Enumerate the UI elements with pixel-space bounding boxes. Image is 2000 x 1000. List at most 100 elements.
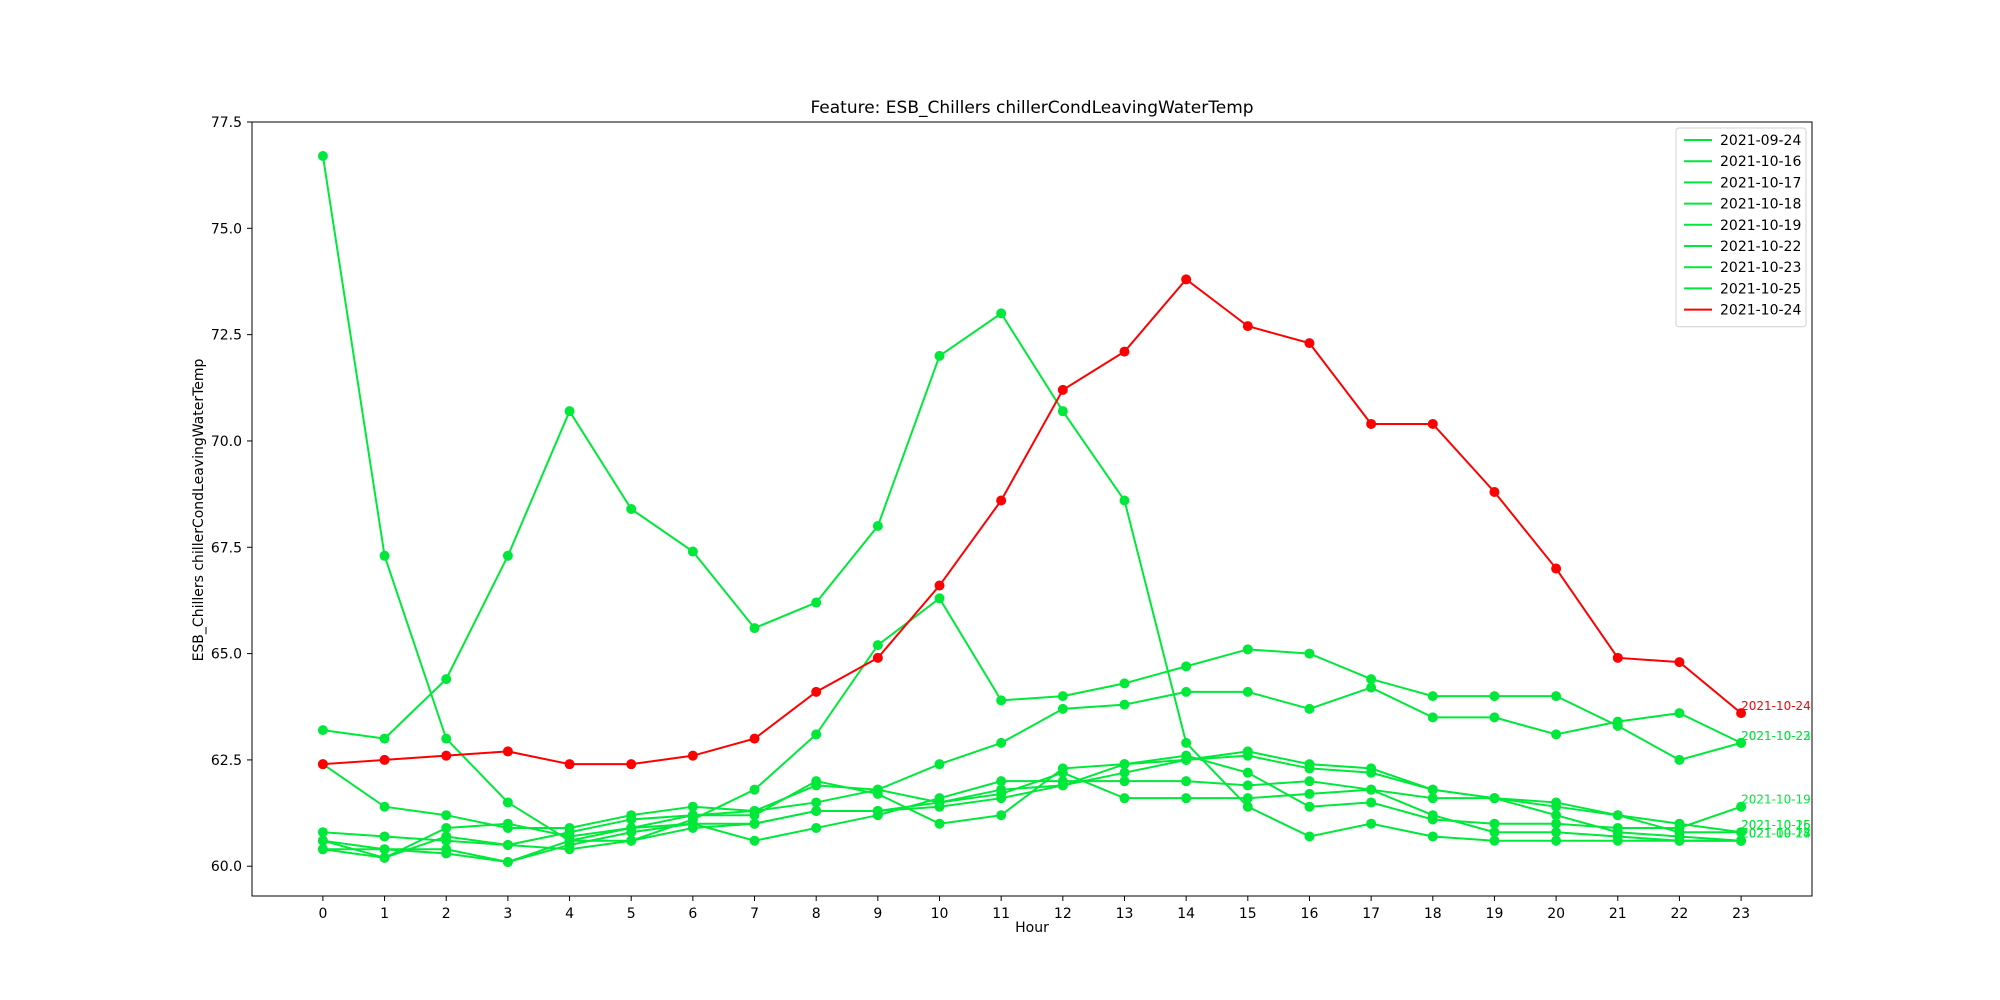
data-point [441,822,452,833]
x-axis-label: Hour [1015,920,1049,936]
data-point [934,797,945,808]
data-point [1489,486,1500,497]
y-tick-label: 70.0 [211,434,242,450]
data-point [1551,835,1562,846]
data-point [379,852,390,863]
series-end-label: 2021-10-24 [1741,699,1811,713]
data-point [441,733,452,744]
data-point [502,746,513,757]
y-tick-label: 60.0 [211,859,242,875]
legend-item: 2021-10-25 [1684,281,1801,297]
data-point [749,818,760,829]
x-tick-label: 5 [627,906,636,922]
data-point [996,495,1007,506]
x-tick-label: 14 [1177,906,1195,922]
data-point [379,733,390,744]
x-tick-label: 20 [1547,906,1565,922]
data-point [687,810,698,821]
data-point [1489,793,1500,804]
data-point [1736,801,1747,812]
data-point [1674,708,1685,719]
data-point [1736,835,1747,846]
legend-item: 2021-10-18 [1684,197,1801,213]
data-point [1119,346,1130,357]
series-line [322,311,1742,842]
data-point [687,750,698,761]
data-point [379,754,390,765]
data-point [1119,699,1130,710]
data-point [1119,759,1130,770]
data-point [687,822,698,833]
x-tick-label: 11 [992,906,1010,922]
x-tick-label: 19 [1486,906,1504,922]
legend-label: 2021-10-25 [1720,281,1801,297]
data-point [1242,321,1253,332]
data-point [502,818,513,829]
data-point [441,750,452,761]
data-point [317,151,328,162]
series-line [321,155,1742,842]
series-line [322,754,1742,851]
data-point [1674,827,1685,838]
data-point [502,839,513,850]
data-point [379,831,390,842]
data-point [1427,831,1438,842]
legend-label: 2021-10-23 [1720,260,1801,276]
x-tick-label: 17 [1362,906,1380,922]
x-tick-label: 21 [1609,906,1627,922]
legend-item: 2021-10-22 [1684,239,1801,255]
x-tick-label: 23 [1732,906,1750,922]
legend: 2021-09-24 2021-10-16 2021-10-17 2021-10-18… [1675,127,1807,328]
data-point [1366,682,1377,693]
data-point [1057,384,1068,395]
data-point [626,835,637,846]
x-tick-label: 10 [931,906,949,922]
data-point [626,822,637,833]
data-point [1057,406,1068,417]
data-point [872,521,883,532]
data-point [1304,648,1315,659]
legend-item: 2021-09-24 [1684,133,1801,149]
data-point [564,822,575,833]
data-point [1181,776,1192,787]
data-point [1674,657,1685,668]
data-point [502,550,513,561]
data-point [1366,818,1377,829]
legend-label: 2021-10-16 [1720,154,1801,170]
series-2021-10-25 [317,746,1747,863]
data-point [1119,495,1130,506]
data-point [564,759,575,770]
data-point [1612,720,1623,731]
x-tick-label: 8 [812,906,821,922]
x-tick-label: 22 [1671,906,1689,922]
y-axis: 60.0 62.5 65.0 67.5 70.0 72.5 75.0 77.5 [211,115,252,875]
data-point [811,597,822,608]
series-line [322,771,1742,859]
x-tick-label: 1 [380,906,389,922]
data-point [1242,780,1253,791]
data-point [441,674,452,685]
data-point [996,810,1007,821]
data-point [1674,835,1685,846]
data-point [564,831,575,842]
data-point [872,652,883,663]
plot-area [251,121,1813,897]
legend-label: 2021-10-24 [1720,303,1801,319]
data-point [1119,793,1130,804]
x-axis: 0 1 2 3 4 5 6 7 8 9 10 11 12 13 14 15 16 17 18 19 20 21 22 23 [318,896,1750,922]
data-point [934,350,945,361]
data-point [502,856,513,867]
data-point [1304,759,1315,770]
data-point [1366,784,1377,795]
data-point [441,844,452,855]
data-point [502,797,513,808]
series-2021-10-19 [317,750,1747,855]
data-point [441,835,452,846]
x-tick-label: 2 [442,906,451,922]
data-point [1427,814,1438,825]
data-point [749,835,760,846]
data-point [811,686,822,697]
data-point [1057,780,1068,791]
data-point [1551,691,1562,702]
